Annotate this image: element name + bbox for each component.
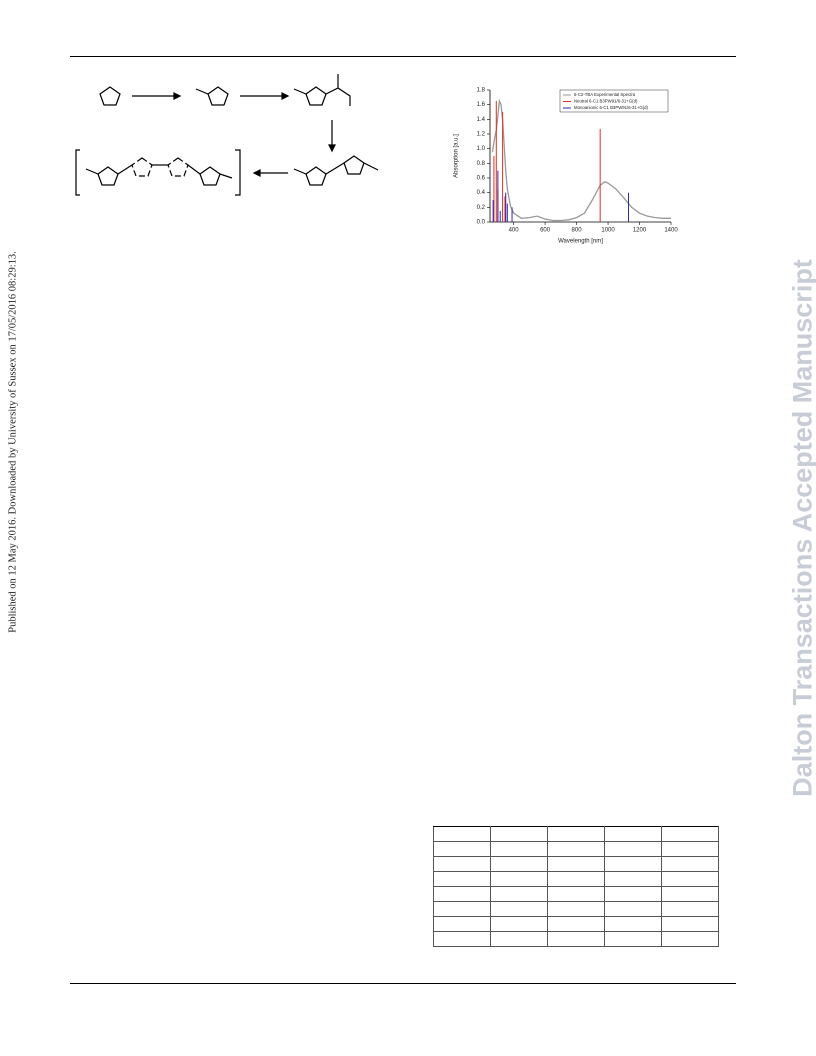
legend-label: Neutral 6-C1 B3PW91/6-31+G(d) bbox=[574, 99, 638, 104]
y-tick-label: 0.8 bbox=[477, 161, 486, 167]
x-tick-label: 400 bbox=[509, 228, 520, 234]
empty-table bbox=[433, 826, 719, 947]
x-tick-label: 1400 bbox=[664, 228, 678, 234]
y-tick-label: 0.2 bbox=[477, 205, 486, 211]
y-tick-label: 0.0 bbox=[477, 220, 486, 226]
y-tick-label: 1.0 bbox=[477, 146, 486, 152]
y-tick-label: 0.6 bbox=[477, 176, 486, 182]
y-tick-label: 1.6 bbox=[477, 102, 486, 108]
x-tick-label: 600 bbox=[540, 228, 551, 234]
legend-label: 6-C2-TBA Experimental Spectra bbox=[574, 92, 636, 97]
scheme bbox=[75, 74, 379, 196]
legend-box bbox=[559, 89, 669, 113]
y-tick-label: 1.8 bbox=[477, 88, 486, 94]
legend-label: Monoanionic 6-C1 B3PW91/6-31+G(d) bbox=[574, 105, 648, 110]
y-axis-label: Absorption [a.u.] bbox=[454, 134, 460, 178]
footer-rule bbox=[70, 983, 736, 984]
x-axis-label: Wavelength [nm] bbox=[558, 239, 603, 245]
chart: 0.0 0.2 0.4 0.6 0.8 1.0 1.2 1.4 1.6 1.8 400 600 800 1… bbox=[454, 88, 679, 245]
y-tick-label: 1.4 bbox=[477, 117, 486, 123]
watermark: Dalton Transactions Accepted Manuscript bbox=[787, 259, 816, 797]
y-tick-label: 1.2 bbox=[477, 132, 486, 138]
x-tick-label: 1200 bbox=[633, 228, 647, 234]
side-note: Published on 12 May 2016. Downloaded by … bbox=[7, 251, 19, 633]
experimental-curve bbox=[491, 98, 671, 222]
header-rule bbox=[70, 56, 736, 57]
x-tick-label: 1000 bbox=[601, 228, 615, 234]
x-tick-label: 800 bbox=[572, 228, 583, 234]
y-tick-label: 0.4 bbox=[477, 190, 486, 196]
